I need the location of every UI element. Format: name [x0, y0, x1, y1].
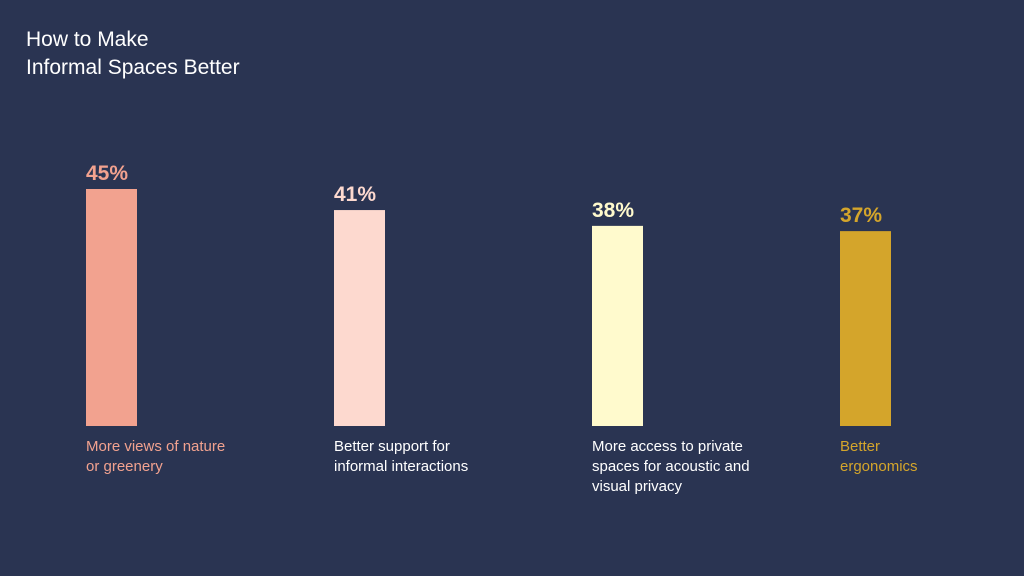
- value-label-2: 41%: [334, 183, 376, 206]
- bar-2: [334, 210, 385, 426]
- category-label-3-line-1: More access to private: [592, 438, 743, 455]
- category-label-4: Better ergonomics: [840, 437, 918, 477]
- category-label-1-line-2: or greenery: [86, 458, 163, 475]
- bar-4: [840, 231, 891, 426]
- category-label-3-line-2: spaces for acoustic and: [592, 458, 750, 475]
- category-label-3: More access to private spaces for acousti…: [592, 437, 750, 497]
- category-label-2: Better support for informal interactions: [334, 437, 468, 477]
- category-label-2-line-1: Better support for: [334, 438, 450, 455]
- category-label-4-line-2: ergonomics: [840, 458, 918, 475]
- bar-3: [592, 225, 643, 426]
- bar-1: [86, 189, 137, 426]
- chart-title: How to Make Informal Spaces Better: [26, 26, 240, 82]
- category-label-1-line-1: More views of nature: [86, 438, 226, 455]
- category-label-1: More views of nature or greenery: [86, 437, 225, 477]
- value-label-3: 38%: [592, 199, 634, 222]
- chart-title-line-2: Informal Spaces Better: [26, 56, 240, 79]
- category-label-3-line-3: visual privacy: [592, 478, 683, 495]
- category-label-2-line-2: informal interactions: [334, 458, 469, 475]
- value-label-4: 37%: [840, 204, 882, 227]
- chart-title-line-1: How to Make: [26, 28, 149, 51]
- value-label-1: 45%: [86, 162, 128, 185]
- category-label-4-line-1: Better: [840, 438, 881, 455]
